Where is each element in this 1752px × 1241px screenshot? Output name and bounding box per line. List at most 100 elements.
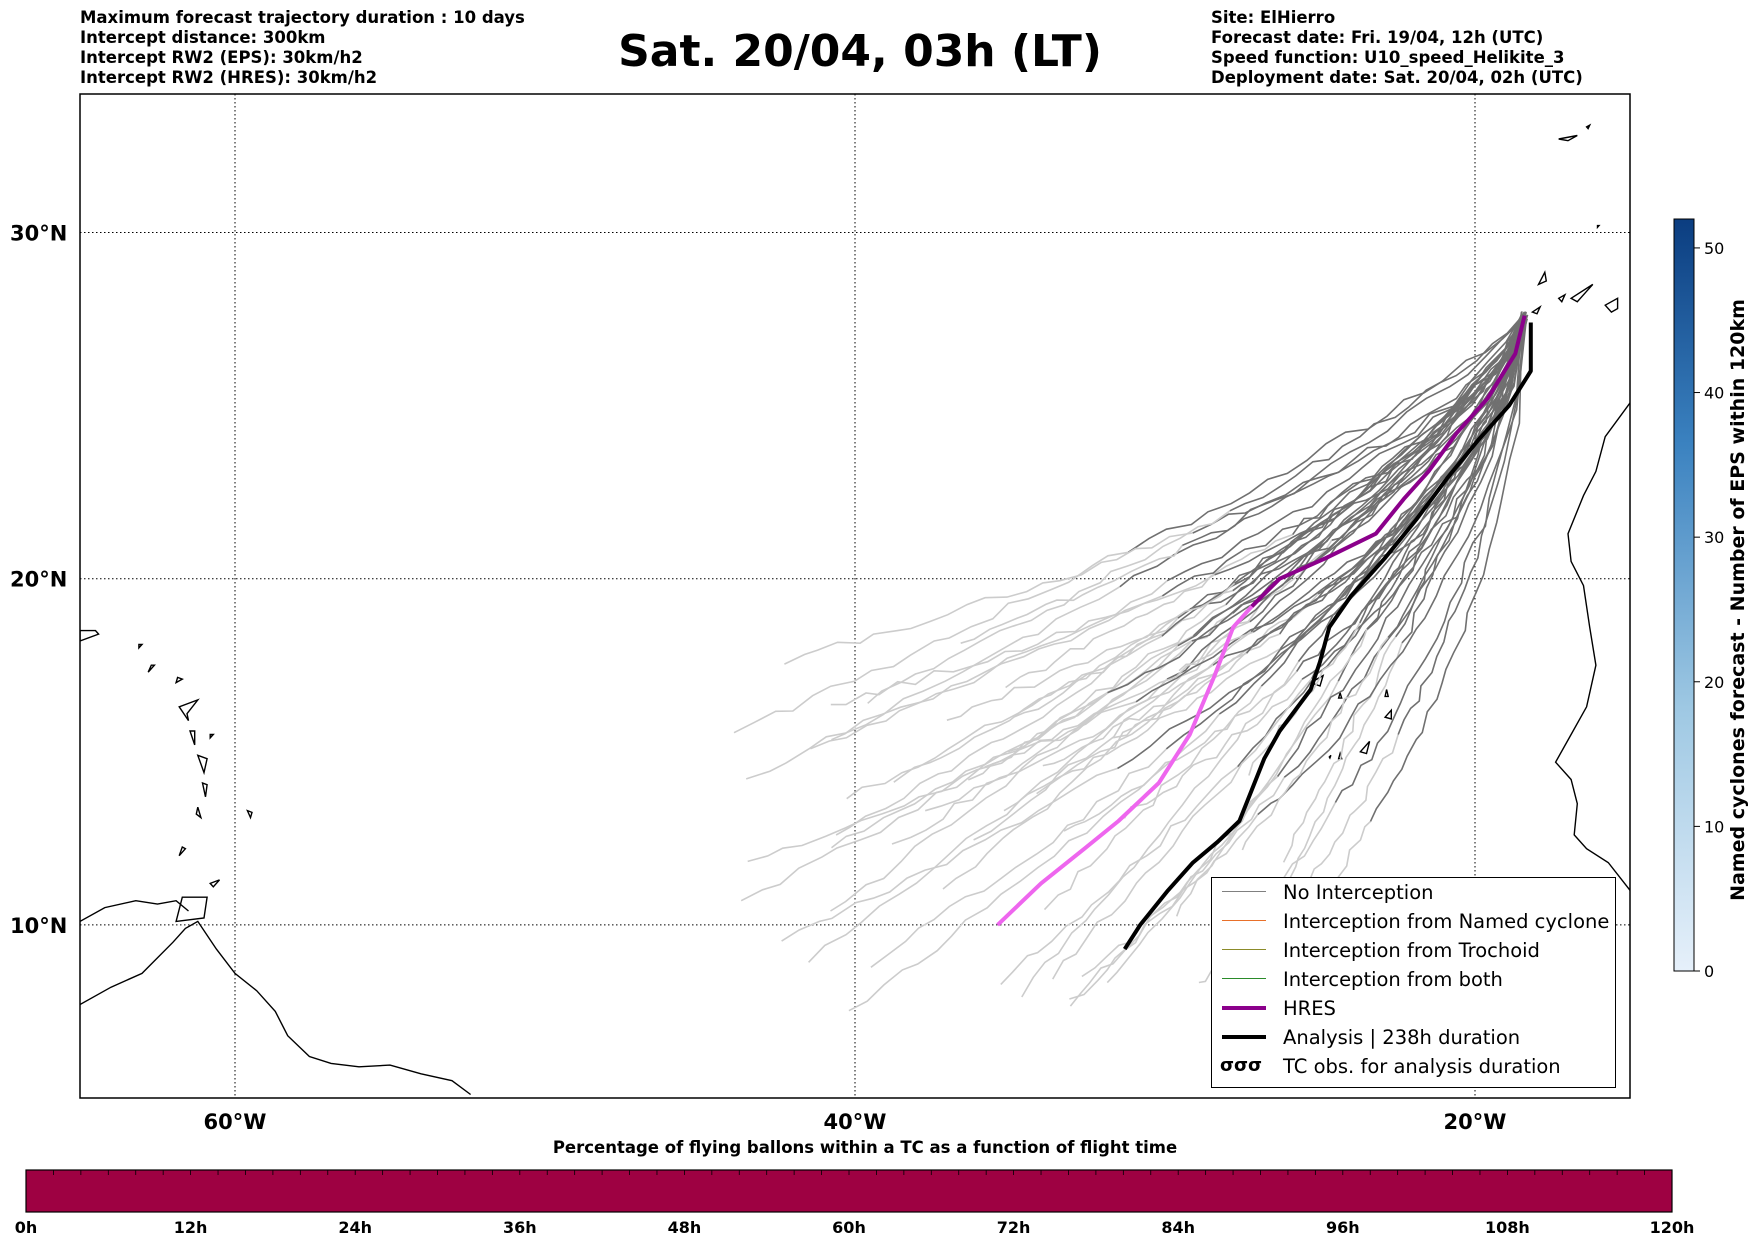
legend-item-named-cyclone: Interception from Named cyclone <box>1220 907 1609 935</box>
eps-colorbar-label: Named cyclones forecast - Number of EPS … <box>1727 299 1749 901</box>
eps-track-far <box>960 544 1184 644</box>
eps-colorbar-tick-label: 20 <box>1704 673 1724 692</box>
eps-track-far <box>924 664 1214 812</box>
eps-track-near <box>1397 316 1526 735</box>
island-porto-santo <box>1585 123 1592 130</box>
eps-track-far <box>942 631 1252 890</box>
info-intercept-hres: Intercept RW2 (HRES): 30km/h2 <box>80 68 378 87</box>
legend-item-hres: HRES <box>1220 994 1336 1022</box>
pct-bar-tick-label: 60h <box>832 1218 866 1237</box>
legend-item-no-interception: No Interception <box>1220 878 1434 906</box>
island-selvagens <box>1596 224 1601 230</box>
eps-track-near <box>1250 316 1528 633</box>
map-border <box>79 93 1631 1099</box>
eps-track-far <box>1175 628 1368 917</box>
pct-bar-tick-label: 48h <box>668 1218 702 1237</box>
island-fuerteventura <box>1646 278 1668 302</box>
eps-track-near <box>1283 312 1523 778</box>
island-grenada <box>178 845 187 857</box>
island-virgin <box>80 629 100 642</box>
eps-track-far <box>973 620 1251 841</box>
info-intercept-distance: Intercept distance: 300km <box>80 28 326 47</box>
legend-label: TC obs. for analysis duration <box>1283 1054 1561 1078</box>
pct-bar-tick-label: 24h <box>338 1218 372 1237</box>
island-guadeloupe <box>178 698 200 721</box>
pct-bar-tick-label: 108h <box>1485 1218 1530 1237</box>
eps-track-far <box>870 748 1167 968</box>
longitude-labels: 60°W 40°W 20°W <box>204 1110 1507 1134</box>
eps-track-far <box>810 580 1168 750</box>
eps-track-far <box>808 678 1168 963</box>
island-brava <box>1328 754 1332 760</box>
eps-track-near <box>1310 317 1525 680</box>
eps-track-far <box>1069 775 1279 1000</box>
island-st-lucia <box>201 781 208 797</box>
legend-item-both: Interception from both <box>1220 965 1503 993</box>
legend: No Interception Interception from Named … <box>1211 877 1616 1088</box>
latitude-labels: 10°N 20°N 30°N <box>10 221 67 937</box>
eps-track-far <box>1123 678 1303 819</box>
map-title: Sat. 20/04, 03h (LT) <box>618 26 1102 77</box>
eps-track-near <box>1387 316 1523 638</box>
legend-label: Interception from Named cyclone <box>1283 909 1610 933</box>
pct-bar-ticks: 0h 12h 24h 36h 48h 60h 72h 84h 96h 108h 120h <box>15 1170 1694 1237</box>
pct-bar-tick-label: 0h <box>15 1218 38 1237</box>
eps-track-far <box>830 645 1179 912</box>
eps-track-near <box>1334 313 1523 803</box>
info-intercept-eps: Intercept RW2 (EPS): 30km/h2 <box>80 48 363 67</box>
eps-colorbar-tick-label: 0 <box>1704 962 1714 981</box>
eps-track-far <box>1282 636 1397 863</box>
pct-bar-title: Percentage of flying ballons within a TC… <box>552 1138 1178 1157</box>
lat-label: 30°N <box>10 221 67 245</box>
eps-track-far <box>733 551 1129 734</box>
header-info-right: Site: ElHierro Forecast date: Fri. 19/04… <box>1211 8 1583 88</box>
lat-label: 10°N <box>10 914 67 938</box>
eps-track-far <box>1241 636 1389 851</box>
eps-track-far <box>1036 593 1319 795</box>
legend-label: Interception from Trochoid <box>1283 938 1540 962</box>
eps-track-far <box>848 713 1221 1012</box>
eps-track-far <box>1278 642 1403 894</box>
eps-track-near <box>1165 315 1524 750</box>
eps-track-far <box>1005 533 1293 689</box>
island-small <box>209 733 215 740</box>
island-barbados <box>246 809 253 820</box>
island-st-kitts <box>147 664 156 673</box>
eps-track-near <box>1182 311 1526 547</box>
analysis-trajectory <box>1123 322 1533 951</box>
info-speed-function: Speed function: U10_speed_Helikite_3 <box>1211 48 1565 67</box>
island-st-vincent <box>195 807 203 820</box>
pct-bar-tick-label: 36h <box>503 1218 537 1237</box>
eps-track-near <box>1234 318 1527 584</box>
legend-label: Analysis | 238h duration <box>1283 1025 1521 1049</box>
lon-label: 40°W <box>824 1110 887 1134</box>
eps-colorbar-tick-label: 40 <box>1704 384 1724 403</box>
eps-track-far <box>784 532 1193 665</box>
eps-track-far <box>984 631 1254 768</box>
eps-track-far <box>781 767 1118 942</box>
coast-venezuela <box>80 899 189 923</box>
eps-track-far <box>1069 776 1285 1007</box>
lon-label: 20°W <box>1444 1110 1507 1134</box>
eps-track-far <box>835 635 1163 836</box>
eps-track-far <box>740 635 1194 902</box>
info-max-duration: Maximum forecast trajectory duration : 1… <box>80 8 525 27</box>
eps-track-far <box>846 582 1236 800</box>
eps-track-far <box>867 510 1231 704</box>
eps-track-far <box>1063 670 1298 832</box>
eps-track-near <box>1127 317 1525 553</box>
coast-south-america <box>80 920 472 1096</box>
island-trinidad <box>175 896 208 923</box>
eps-colorbar-tick-label: 30 <box>1704 528 1724 547</box>
analysis-track-line <box>1123 322 1533 951</box>
island-la-gomera <box>1557 293 1567 303</box>
pct-bar-tick-label: 84h <box>1161 1218 1195 1237</box>
eps-track-near <box>1257 319 1528 816</box>
island-madeira <box>1558 134 1578 142</box>
eps-colorbar-tick-label: 10 <box>1704 817 1724 836</box>
legend-item-tc-obs: σσσ TC obs. for analysis duration <box>1220 1052 1561 1080</box>
eps-track-near <box>1369 317 1523 822</box>
eps-track-far <box>1021 661 1300 998</box>
hres-track-near <box>1250 315 1527 608</box>
